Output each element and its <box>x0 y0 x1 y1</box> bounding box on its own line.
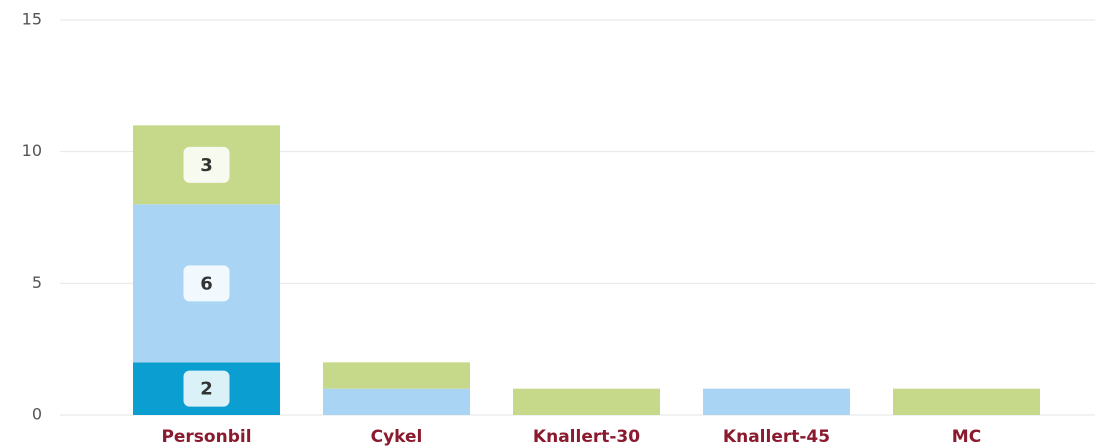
value-label: 3 <box>200 155 213 176</box>
y-tick-label: 10 <box>22 141 42 160</box>
value-label: 6 <box>200 273 213 294</box>
value-label: 2 <box>200 379 213 400</box>
value-label-box <box>183 146 230 183</box>
x-tick-label: Knallert-30 <box>533 427 640 447</box>
bar-segment <box>513 388 660 415</box>
y-tick-label: 15 <box>22 10 42 29</box>
value-label-box <box>183 265 230 302</box>
y-tick-label: 0 <box>32 405 42 424</box>
x-tick-label: Personbil <box>161 427 251 447</box>
x-tick-label: Knallert-45 <box>723 427 830 447</box>
y-tick-label: 5 <box>32 273 42 292</box>
bar-segment <box>323 388 470 415</box>
x-tick-label: MC <box>952 427 981 447</box>
bar-segment <box>323 362 470 389</box>
bar-segment <box>893 388 1040 415</box>
bar-segment <box>703 388 850 415</box>
value-label-box <box>183 370 230 407</box>
x-tick-label: Cykel <box>371 427 423 447</box>
